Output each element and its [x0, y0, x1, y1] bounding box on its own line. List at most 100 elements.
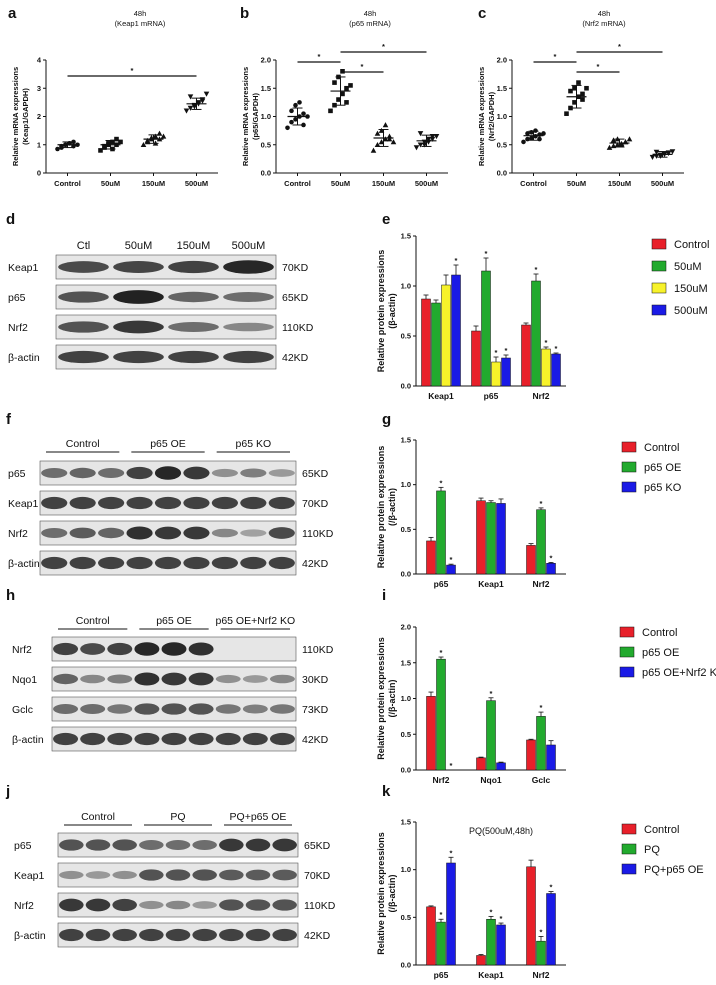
blot-f-band — [268, 527, 295, 539]
e-x-tick-label: Nrf2 — [532, 391, 549, 401]
k-bar — [426, 906, 436, 966]
b-title-line: 48h — [364, 9, 377, 18]
blot-h-band — [161, 703, 187, 715]
i-x-tick-label: Nqo1 — [480, 775, 502, 785]
blot-d-size-label: 70KD — [282, 262, 309, 274]
blot-h-band — [242, 732, 268, 746]
blot-j-band — [245, 838, 271, 852]
g-x-tick-label: Nrf2 — [532, 579, 549, 589]
k-bar — [476, 955, 486, 966]
blot-f-band — [41, 496, 68, 510]
blot-d-protein-label: β-actin — [8, 352, 40, 364]
c-significance-star: * — [597, 62, 600, 71]
e-significance-star: * — [555, 344, 558, 353]
e-bar — [531, 280, 541, 387]
i-y-tick-label: 2.0 — [401, 623, 411, 632]
b-data-point — [336, 97, 341, 102]
b-data-point — [301, 111, 306, 116]
a-data-point — [187, 94, 194, 100]
g-legend-swatch — [621, 461, 637, 473]
i-bar — [526, 739, 536, 771]
blot-f-band — [98, 496, 125, 510]
b-data-point — [285, 125, 290, 131]
i-legend-swatch — [619, 626, 635, 638]
blot-f-band — [240, 468, 267, 478]
g-y-tick-label: 1.0 — [401, 480, 411, 489]
b-y-axis-label: Relative mRNA expressions(p65/GAPDH) — [241, 67, 260, 166]
c-data-point — [568, 88, 573, 94]
g-bar — [546, 563, 556, 575]
blot-f-size-label: 65KD — [302, 468, 329, 480]
blot-f-protein-label: Keap1 — [8, 498, 39, 510]
c-significance-star: * — [554, 52, 557, 61]
blot-f-band — [69, 467, 96, 479]
e-bar — [541, 348, 551, 387]
blot-f-band — [154, 556, 182, 570]
panel-label-g: g — [382, 411, 391, 428]
blot-d-band — [168, 260, 219, 274]
b-significance-star: * — [318, 52, 321, 61]
k-bar — [536, 940, 546, 966]
blot-f-band — [211, 556, 238, 570]
c-data-point — [610, 137, 617, 143]
i-legend-label: Control — [642, 627, 677, 639]
blot-f-band — [98, 468, 125, 478]
blot-f-band — [69, 527, 96, 539]
i-bar — [536, 716, 546, 771]
i-x-tick-label: Gclc — [532, 775, 551, 785]
b-data-point — [328, 108, 333, 114]
e-bar — [501, 357, 511, 387]
c-y-axis-label-line: Relative mRNA expressions — [477, 67, 486, 166]
i-bar — [486, 700, 496, 771]
e-y-axis-label: Relative protein expressions(β-actin) — [376, 250, 397, 373]
g-legend-label: Control — [644, 442, 679, 454]
blot-h-band — [188, 732, 214, 746]
i-legend-label: p65 OE — [642, 647, 679, 659]
blot-f-band — [211, 528, 238, 538]
e-bar — [451, 274, 461, 387]
blot-d-protein-label: p65 — [8, 292, 26, 304]
b-data-point — [433, 133, 440, 140]
blot-j-band — [192, 869, 217, 881]
a-data-point — [187, 105, 194, 111]
g-x-tick-label: Keap1 — [478, 579, 504, 589]
blot-j-band — [59, 898, 84, 912]
blot-j-band — [192, 928, 217, 942]
b-y-tick-label: 0.0 — [261, 169, 271, 178]
blot-f-band — [183, 466, 210, 480]
blot-j-size-label: 110KD — [304, 900, 336, 912]
e-bar — [471, 330, 481, 387]
blot-h-band — [80, 704, 106, 714]
panel-label-f: f — [6, 411, 12, 428]
a-data-point — [152, 133, 159, 139]
k-y-tick-label: 0.0 — [401, 961, 411, 970]
i-significance-star: * — [450, 761, 453, 770]
c-data-point — [564, 111, 569, 116]
b-data-point — [332, 102, 337, 108]
e-significance-star: * — [545, 338, 548, 347]
blot-j-band — [85, 839, 111, 851]
c-y-axis-label-line: (Nrf2/GAPDH) — [487, 91, 496, 141]
c-data-point — [580, 91, 585, 97]
e-significance-star: * — [535, 265, 538, 274]
a-data-point — [59, 145, 64, 150]
blot-d-band — [223, 260, 274, 274]
blot-j-group-label: PQ — [170, 811, 185, 823]
blot-f-band — [41, 468, 68, 478]
blot-h-band — [53, 704, 79, 714]
blot-h-band — [161, 642, 187, 656]
i-y-axis-label-line: Relative protein expressions — [376, 637, 386, 760]
i-x-tick-label: Nrf2 — [432, 775, 449, 785]
blot-h-band — [134, 642, 160, 656]
blot-h-band — [215, 674, 241, 684]
blot-h-band — [134, 732, 160, 746]
panel-label-e: e — [382, 211, 390, 228]
i-y-axis-label-line: (/β-actin) — [387, 680, 397, 718]
blot-d-band — [58, 291, 109, 303]
i-legend-label: p65 OE+Nrf2 KO — [642, 667, 716, 679]
blot-h-protein-label: Gclc — [12, 704, 33, 716]
e-legend-swatch — [651, 260, 667, 272]
c-title-line: 48h — [598, 9, 611, 18]
c-data-point — [525, 131, 530, 136]
i-y-tick-label: 1.5 — [401, 658, 411, 667]
